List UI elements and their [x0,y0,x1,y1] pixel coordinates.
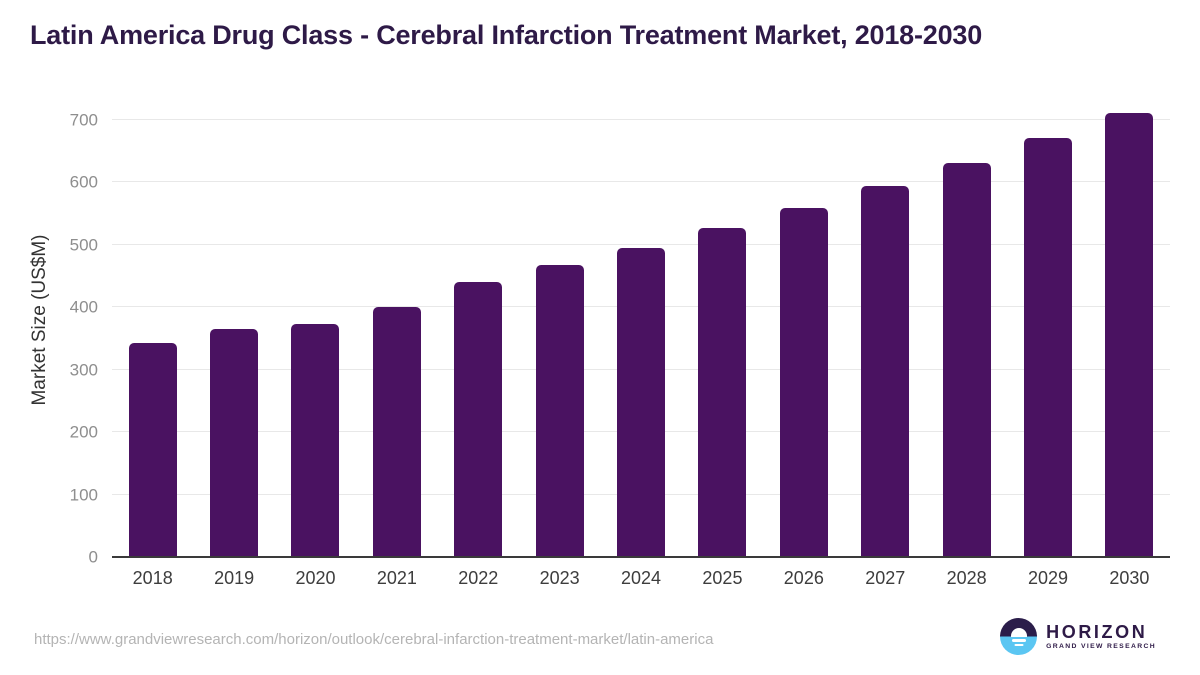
bar-slot-2019 [193,329,274,557]
bar-slot-2030 [1089,112,1170,557]
gridline-700 [112,119,1170,120]
bar-2029 [1023,138,1072,557]
bar-2021 [372,306,421,557]
bar-slot-2028 [926,163,1007,557]
x-label-2020: 2020 [295,568,336,588]
x-label-2021: 2021 [376,568,417,588]
bar-slot-2025 [682,228,763,557]
plot-area [112,104,1170,558]
x-axis-labels: 2018 2019 2020 2021 2022 2023 2024 2025 2026 2027… [112,568,1170,589]
y-tick-700: 700 [69,110,98,130]
logo-name: HORIZON [1046,621,1148,642]
bar-2027 [861,186,910,557]
horizon-logo: HORIZON GRAND VIEW RESEARCH [1000,618,1156,655]
gridline-600 [112,181,1170,183]
bar-2030 [1105,112,1154,557]
bar-slot-2023 [519,265,600,557]
sun-icon [1010,627,1027,637]
bar-slot-2029 [1007,138,1088,557]
x-label-2026: 2026 [783,568,824,588]
gridline-500 [112,243,1170,245]
x-label-2028: 2028 [946,568,987,588]
y-tick-500: 500 [69,235,98,255]
x-label-2025: 2025 [702,568,743,588]
y-tick-600: 600 [69,172,98,192]
source-url: https://www.grandviewresearch.com/horizo… [34,631,714,648]
y-tick-0: 0 [88,547,98,567]
bar-slot-2021 [356,306,437,557]
logo-subtitle: GRAND VIEW RESEARCH [1046,642,1156,650]
bar-2023 [535,265,584,557]
logo-text: HORIZON GRAND VIEW RESEARCH [1046,623,1156,651]
x-axis-line [112,556,1170,558]
y-tick-100: 100 [69,485,98,505]
page-title: Latin America Drug Class - Cerebral Infa… [30,20,983,50]
y-tick-200: 200 [69,422,98,442]
bar-slot-2022 [438,282,519,557]
bar-2018 [128,342,177,557]
bar-2028 [942,163,991,557]
bar-slot-2020 [275,323,356,557]
x-label-2023: 2023 [539,568,580,588]
bar-slot-2018 [112,342,193,557]
bar-2020 [291,323,340,557]
wave-line-icon [1014,643,1024,646]
y-tick-400: 400 [69,297,98,317]
bar-2026 [779,208,828,557]
bar-2025 [698,228,747,557]
bar-slot-2026 [763,208,844,557]
y-axis-tick-labels: 0 100 200 300 400 500 600 700 [0,104,98,566]
bar-slot-2024 [600,247,681,557]
x-label-2019: 2019 [214,568,255,588]
y-tick-300: 300 [69,360,98,380]
bar-2022 [454,282,503,557]
x-label-2018: 2018 [132,568,173,588]
bar-series [112,104,1170,557]
x-label-2024: 2024 [621,568,662,588]
x-label-2030: 2030 [1109,568,1150,588]
x-label-2022: 2022 [458,568,499,588]
bar-2019 [210,329,259,557]
horizon-sunset-icon [1000,618,1038,655]
x-label-2029: 2029 [1027,568,1069,588]
wave-line-icon [1011,639,1026,642]
bar-2024 [617,247,666,557]
x-label-2027: 2027 [865,568,906,588]
bar-slot-2027 [845,186,926,557]
